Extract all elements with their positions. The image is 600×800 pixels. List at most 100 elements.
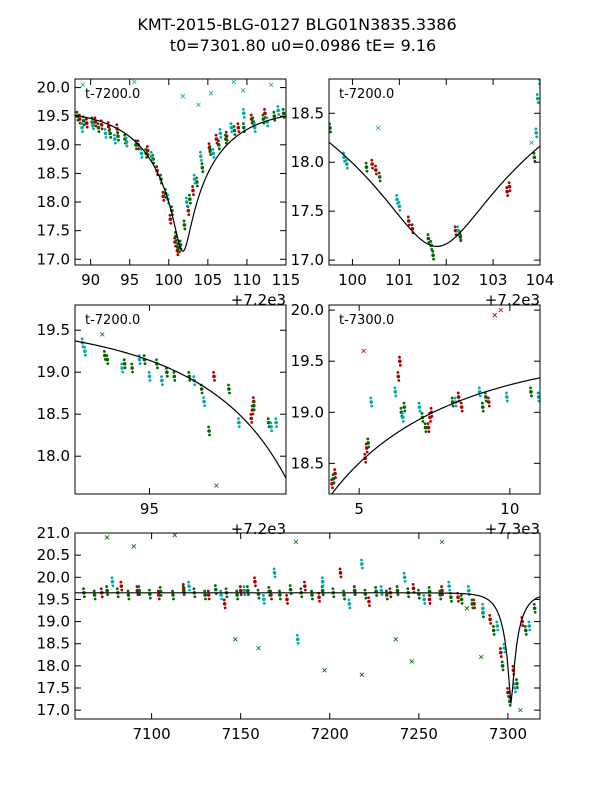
data-point [420,411,424,415]
data-point [213,587,218,592]
data-point [261,117,266,121]
data-point [186,208,191,213]
data-point [295,633,299,637]
data-point [187,584,191,588]
x-tick-label: 100 [154,271,183,289]
data-point [273,118,277,122]
data-point [367,596,370,600]
figure-title-line1: KMT-2015-BLG-0127 BLG01N3835.3386 [137,15,456,34]
data-point [115,587,119,591]
data-point [235,589,239,593]
x-tick-label: 95 [140,500,159,518]
data-point [273,575,277,579]
data-point [191,185,195,189]
data-point [181,588,186,593]
data-point [172,374,177,379]
series-site-red [330,355,491,490]
data-point [208,148,212,153]
data-point [176,246,180,250]
data-point [122,362,127,366]
data-point [168,217,173,222]
data-point [270,597,273,601]
data-point [156,366,159,370]
data-point [148,588,151,592]
data-point [353,593,357,596]
data-point [505,399,509,403]
data-point [235,593,239,597]
data-point [397,204,402,209]
data-point [192,193,195,197]
data-point [375,125,381,131]
data-point [428,602,432,605]
data-point [367,445,371,449]
data-point [393,637,398,642]
data-point [378,179,382,183]
data-point [360,558,363,562]
data-point [421,419,425,423]
data-point [277,113,281,116]
data-point [100,332,105,337]
x-tick-label: 7250 [400,725,438,743]
data-point [532,606,537,611]
y-tick-label: 19.0 [37,613,70,631]
data-point [495,624,500,628]
data-point [155,358,158,362]
panel-time-label: t-7200.0 [339,87,394,102]
data-point [242,111,246,116]
data-point [242,115,246,119]
data-point [268,594,272,597]
data-point [203,404,206,407]
data-point [427,586,431,589]
data-point [491,625,495,628]
data-point [199,154,203,159]
data-point [511,664,515,668]
data-point [251,116,255,120]
data-point [487,404,491,408]
data-point [200,162,204,166]
data-point [242,125,246,130]
y-tick-label: 17.5 [37,679,70,697]
data-point [262,602,266,605]
data-point [193,181,197,185]
data-point [124,136,128,140]
data-point [110,576,114,580]
data-point [262,594,265,597]
data-point [488,617,492,622]
data-point [188,197,192,201]
data-point [364,596,368,600]
data-point [257,596,261,600]
data-point [528,628,532,632]
data-point [311,597,314,601]
data-point [103,131,108,136]
data-point [529,386,532,390]
data-point [507,184,512,189]
data-point [500,664,505,668]
data-point [329,130,332,134]
data-point [347,602,352,606]
data-point [92,593,97,597]
data-point [83,349,87,354]
data-point [480,401,484,405]
axes-frame [328,78,541,266]
data-point [363,452,367,456]
data-point [513,682,517,686]
data-point [208,91,214,96]
data-point [184,200,189,204]
series-site-green [102,350,271,437]
data-point [123,366,127,370]
data-point [418,409,422,413]
data-point [331,587,335,591]
data-point [399,406,403,410]
data-point [432,257,435,261]
axes-frame [74,78,287,266]
data-point [171,589,174,593]
data-point [165,370,169,375]
data-point [208,433,211,437]
data-point [182,223,187,227]
y-tick-label: 19.5 [37,590,70,608]
data-point [216,139,220,143]
data-point [457,599,460,603]
data-point [536,395,540,399]
data-point [265,116,269,120]
data-point [93,116,97,120]
